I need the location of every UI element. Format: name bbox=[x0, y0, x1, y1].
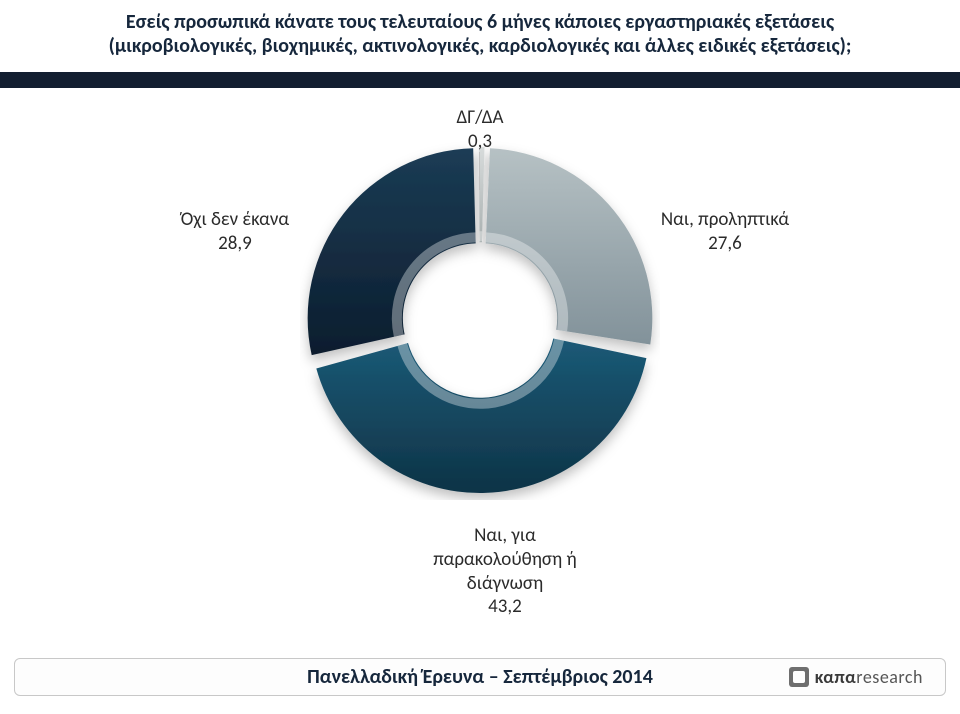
slice-label-oxi: Όχι δεν έκανα 28,9 bbox=[160, 208, 310, 256]
donut-slice bbox=[308, 148, 476, 355]
footer-text: Πανελλαδική Έρευνα – Σεπτέμβριος 2014 bbox=[307, 665, 653, 689]
slice-label-diagnosi: Ναι, γιαπαρακολούθηση ήδιάγνωση 43,2 bbox=[410, 524, 600, 619]
slice-label-text: Ναι, γιαπαρακολούθηση ήδιάγνωση bbox=[433, 524, 576, 595]
slice-label-text: Όχι δεν έκανα bbox=[181, 208, 289, 231]
slice-label-value: 43,2 bbox=[410, 595, 600, 619]
question-line1: Εσείς προσωπικά κάνατε τους τελευταίους … bbox=[20, 10, 940, 34]
footer-bar: Πανελλαδική Έρευνα – Σεπτέμβριος 2014 κα… bbox=[14, 658, 946, 696]
donut-svg bbox=[300, 140, 660, 500]
brand-icon bbox=[789, 667, 809, 687]
slice-label-dgda: ΔΓ/ΔΑ 0,3 bbox=[440, 106, 520, 154]
donut-chart: ΔΓ/ΔΑ 0,3 Ναι, προληπτικά 27,6 Ναι, γιαπ… bbox=[0, 100, 960, 640]
brand-text: καπαresearch bbox=[815, 666, 923, 688]
slice-label-proliptika: Ναι, προληπτικά 27,6 bbox=[640, 208, 810, 256]
brand-logo: καπαresearch bbox=[789, 666, 923, 688]
slice-label-text: ΔΓ/ΔΑ bbox=[457, 106, 504, 129]
header-underline bbox=[0, 72, 960, 88]
brand-prefix: καπα bbox=[815, 666, 857, 688]
question-header: Εσείς προσωπικά κάνατε τους τελευταίους … bbox=[0, 0, 960, 70]
question-line2: (μικροβιολογικές, βιοχημικές, ακτινολογι… bbox=[20, 34, 940, 58]
donut-slice bbox=[316, 338, 646, 493]
slice-label-value: 0,3 bbox=[440, 130, 520, 154]
brand-suffix: research bbox=[856, 666, 923, 688]
slice-label-value: 28,9 bbox=[160, 232, 310, 256]
slice-label-text: Ναι, προληπτικά bbox=[661, 208, 789, 231]
leader-line bbox=[479, 152, 480, 190]
slice-label-value: 27,6 bbox=[640, 232, 810, 256]
